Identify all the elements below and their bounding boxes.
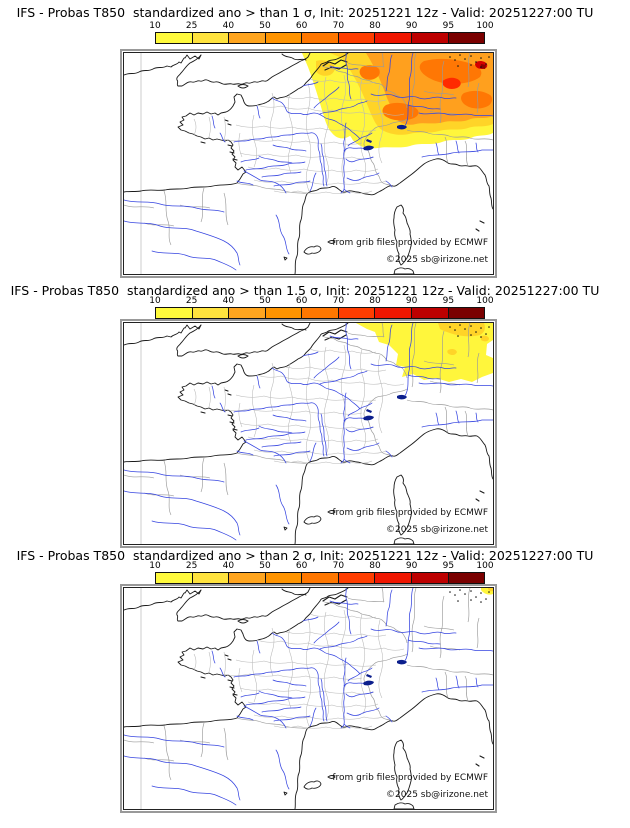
- colorbar-tick: 60: [295, 296, 308, 306]
- colorbar-tick: 100: [476, 296, 494, 306]
- colorbar-tick: 60: [295, 561, 308, 571]
- colorbar-tick: 40: [222, 561, 235, 571]
- colorbar-cell: [301, 573, 338, 583]
- colorbar-tick: 50: [259, 21, 271, 31]
- colorbar-tick: 80: [369, 561, 381, 571]
- colorbar-tick: 25: [185, 21, 198, 31]
- colorbar-tick: 95: [442, 21, 455, 31]
- colorbar-cell: [374, 308, 411, 318]
- colorbar-cell: [228, 33, 265, 43]
- colorbar-tick: 10: [149, 21, 161, 31]
- colorbar-tick: 60: [295, 21, 308, 31]
- credit-copyright: ©2025 sb@irizone.net: [386, 255, 488, 265]
- map-frame: from grib files provided by ECMWF ©2025 …: [120, 319, 497, 548]
- colorbar-tick: 100: [476, 21, 494, 31]
- colorbar-cell: [337, 308, 375, 318]
- colorbar-cell: [374, 33, 411, 43]
- colorbar-cell: [264, 573, 302, 583]
- colorbar-cell: [447, 573, 485, 583]
- credit-copyright: ©2025 sb@irizone.net: [386, 790, 488, 800]
- colorbar-cell: [264, 33, 302, 43]
- colorbar-tick: 25: [185, 296, 198, 306]
- colorbar-cell: [156, 308, 192, 318]
- colorbar-tick: 10: [149, 296, 161, 306]
- colorbar-cell: [191, 573, 229, 583]
- colorbar-cell: [447, 308, 485, 318]
- colorbar-cell: [301, 308, 338, 318]
- colorbar-cell: [228, 308, 265, 318]
- credit-ecmwf: from grib files provided by ECMWF: [332, 508, 488, 518]
- colorbar-tick: 70: [332, 561, 345, 571]
- colorbar-cell: [410, 33, 448, 43]
- map-frame: from grib files provided by ECMWF ©2025 …: [120, 584, 497, 813]
- colorbar-cell: [337, 573, 375, 583]
- colorbar-cell: [337, 33, 375, 43]
- credit-ecmwf: from grib files provided by ECMWF: [332, 773, 488, 783]
- credit-ecmwf: from grib files provided by ECMWF: [332, 238, 488, 248]
- colorbar-cell: [156, 573, 192, 583]
- colorbar-cell: [228, 573, 265, 583]
- colorbar-tick: 95: [442, 296, 455, 306]
- colorbar-cell: [410, 308, 448, 318]
- credit-copyright: ©2025 sb@irizone.net: [386, 525, 488, 535]
- panel-1sigma: IFS - Probas T850 standardized ano > tha…: [0, 0, 630, 278]
- page-title: IFS - Probas T850 standardized ano > tha…: [16, 548, 594, 563]
- map-frame: from grib files provided by ECMWF ©2025 …: [120, 49, 497, 278]
- colorbar-tick: 90: [405, 296, 418, 306]
- colorbar: 10 25 40 50 60 70 80 90 95 100: [149, 561, 494, 584]
- colorbar-tick: 80: [369, 296, 381, 306]
- colorbar-tick: 95: [442, 561, 455, 571]
- colorbar-tick: 80: [369, 21, 381, 31]
- colorbar-tick: 90: [405, 21, 418, 31]
- colorbar-cell: [264, 308, 302, 318]
- page-title: IFS - Probas T850 standardized ano > tha…: [16, 5, 594, 20]
- colorbar: 10 25 40 50 60 70 80 90 95 100: [149, 21, 494, 44]
- colorbar-cell: [374, 573, 411, 583]
- panel-1p5sigma: IFS - Probas T850 standardized ano > tha…: [0, 276, 630, 548]
- page-title: IFS - Probas T850 standardized ano > tha…: [10, 283, 600, 298]
- colorbar-tick: 40: [222, 296, 235, 306]
- colorbar-tick: 70: [332, 21, 345, 31]
- colorbar-tick: 50: [259, 561, 271, 571]
- colorbar-tick: 25: [185, 561, 198, 571]
- colorbar-tick: 40: [222, 21, 235, 31]
- colorbar-cell: [191, 308, 229, 318]
- colorbar: 10 25 40 50 60 70 80 90 95 100: [149, 296, 494, 319]
- colorbar-cell: [191, 33, 229, 43]
- colorbar-tick: 50: [259, 296, 271, 306]
- colorbar-cell: [410, 573, 448, 583]
- colorbar-tick: 10: [149, 561, 161, 571]
- colorbar-tick: 90: [405, 561, 418, 571]
- colorbar-tick: 70: [332, 296, 345, 306]
- panel-2sigma: IFS - Probas T850 standardized ano > tha…: [0, 541, 630, 828]
- colorbar-tick: 100: [476, 561, 494, 571]
- colorbar-cell: [447, 33, 485, 43]
- colorbar-cell: [156, 33, 192, 43]
- colorbar-cell: [301, 33, 338, 43]
